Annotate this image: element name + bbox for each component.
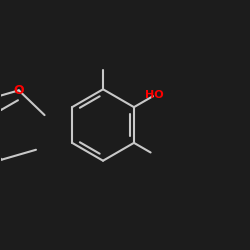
Text: O: O (14, 84, 24, 97)
Text: HO: HO (145, 90, 164, 101)
